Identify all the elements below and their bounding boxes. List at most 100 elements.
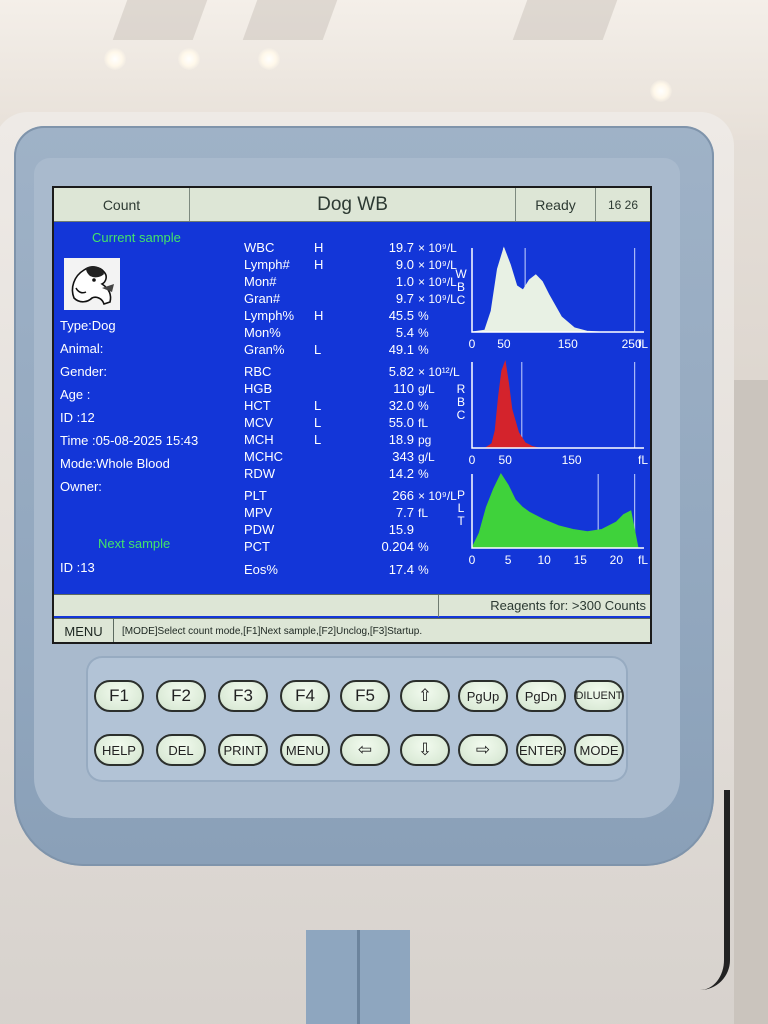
tick-label: 250 [622,337,642,351]
param-value: 18.9 [388,432,414,447]
param-name: MCHC [244,449,283,464]
param-unit: × 10⁹/L [418,258,457,272]
param-row-gran: Gran% L 49.1% [244,342,444,358]
param-unit: g/L [418,450,435,464]
param-name: Lymph% [244,308,295,323]
f2-key[interactable]: F2 [156,680,206,712]
param-unit: % [418,399,429,413]
param-value: 0.204 [381,539,414,554]
param-name: WBC [244,240,275,255]
lcd-screen: Count Dog WB Ready 16 26 Current sample … [52,186,652,644]
param-name: MPV [244,505,273,520]
plt-axis-label: P L T [456,488,465,528]
up-arrow-key[interactable]: ⇧ [400,680,450,712]
param-value: 17.4 [388,562,414,577]
status-bar: Count Dog WB Ready 16 26 [54,188,650,222]
param-flag: L [314,342,322,357]
param-value: 5.4 [395,325,414,340]
left-arrow-key[interactable]: ⇦ [340,734,390,766]
param-value: 19.7 [388,240,414,255]
param-value: 5.82 [388,364,414,379]
current-sample-label: Current sample [92,230,181,245]
tick-label: 20 [610,553,624,567]
pgup-key[interactable]: PgUp [458,680,508,712]
age-field: Age : [60,387,91,402]
ceiling-light [104,48,126,70]
plt-histogram-plot: 0 5 10 15 20 fL [469,472,648,567]
param-name: HCT [244,398,271,413]
ceiling-light [178,48,200,70]
param-row-lymph: Lymph% H 45.5% [244,308,444,324]
diluent-key[interactable]: DILUENT [574,680,624,712]
param-unit: % [418,467,429,481]
right-arrow-key[interactable]: ⇨ [458,734,508,766]
f3-key[interactable]: F3 [218,680,268,712]
histogram-axes [471,474,644,549]
ceiling-light [258,48,280,70]
param-unit: pg [418,433,432,447]
param-row-lymph: Lymph# H 9.0 × 10⁹/L [244,257,457,273]
param-name: PLT [244,488,267,503]
tick-label: 15 [574,553,588,567]
param-row-hgb: HGB 110 g/L [244,381,444,397]
param-unit: % [418,563,429,577]
power-cable [700,790,730,990]
enter-key[interactable]: ENTER [516,734,566,766]
print-key[interactable]: PRINT [218,734,268,766]
down-arrow-key[interactable]: ⇩ [400,734,450,766]
wall-tile [112,0,208,40]
mode-key[interactable]: MODE [574,734,624,766]
owner-field: Owner: [60,479,102,494]
tick-label: 5 [505,553,512,567]
param-value: 110 [393,381,414,396]
tick-label: 50 [497,337,511,351]
time-field: Time :05-08-2025 15:43 [60,433,199,448]
param-value: 1.0 [395,274,414,289]
param-row-plt: PLT 266 × 10⁹/L [244,488,457,504]
param-row-gran: Gran# 9.7 × 10⁹/L [244,291,457,307]
id-field: ID :12 [60,410,95,425]
tick-label: 0 [469,453,476,467]
param-row-rbc: RBC 5.82 × 10¹²/L [244,364,460,380]
reagent-status-bar: Reagents for: >300 Counts [54,594,650,617]
param-unit: × 10⁹/L [418,489,457,503]
param-name: PDW [244,522,275,537]
param-row-rdw: RDW 14.2% [244,466,444,482]
param-name: Eos% [244,562,278,577]
mode-label: Count [54,188,190,221]
param-name: Mon# [244,274,277,289]
f1-key[interactable]: F1 [94,680,144,712]
param-row-mon: Mon% 5.4% [244,325,444,341]
f4-key[interactable]: F4 [280,680,330,712]
param-value: 266 [392,488,414,503]
param-value: 55.0 [388,415,414,430]
param-row-pct: PCT 0.204% [244,539,444,555]
help-text: [MODE]Select count mode,[F1]Next sample,… [122,626,423,637]
param-name: Mon% [244,325,281,340]
menu-key[interactable]: MENU [280,734,330,766]
ceiling-light [650,80,672,102]
clock: 16 26 [607,197,639,212]
param-row-eos: Eos% 17.4% [244,562,444,578]
param-unit: × 10⁹/L [418,292,457,306]
dog-icon [64,258,120,310]
param-value: 32.0 [388,398,414,413]
f5-key[interactable]: F5 [340,680,390,712]
rbc-histogram: 0 50 150 fL R B C [454,358,650,470]
param-name: RBC [244,364,272,379]
reagent-divider [438,595,439,617]
reagent-status: Reagents for: >300 Counts [490,598,646,613]
help-bar: MENU [MODE]Select count mode,[F1]Next sa… [54,618,650,642]
param-flag: H [314,308,324,323]
histogram-axes [471,362,644,449]
pgdn-key[interactable]: PgDn [516,680,566,712]
plt-histogram: 0 5 10 15 20 fL P L T [454,470,650,570]
wbc-distribution-area [471,246,638,333]
tick-label: 0 [469,553,476,567]
param-flag: L [314,398,322,413]
help-key[interactable]: HELP [94,734,144,766]
next-id-field: ID :13 [60,560,95,575]
del-key[interactable]: DEL [156,734,206,766]
param-flag: H [314,240,324,255]
